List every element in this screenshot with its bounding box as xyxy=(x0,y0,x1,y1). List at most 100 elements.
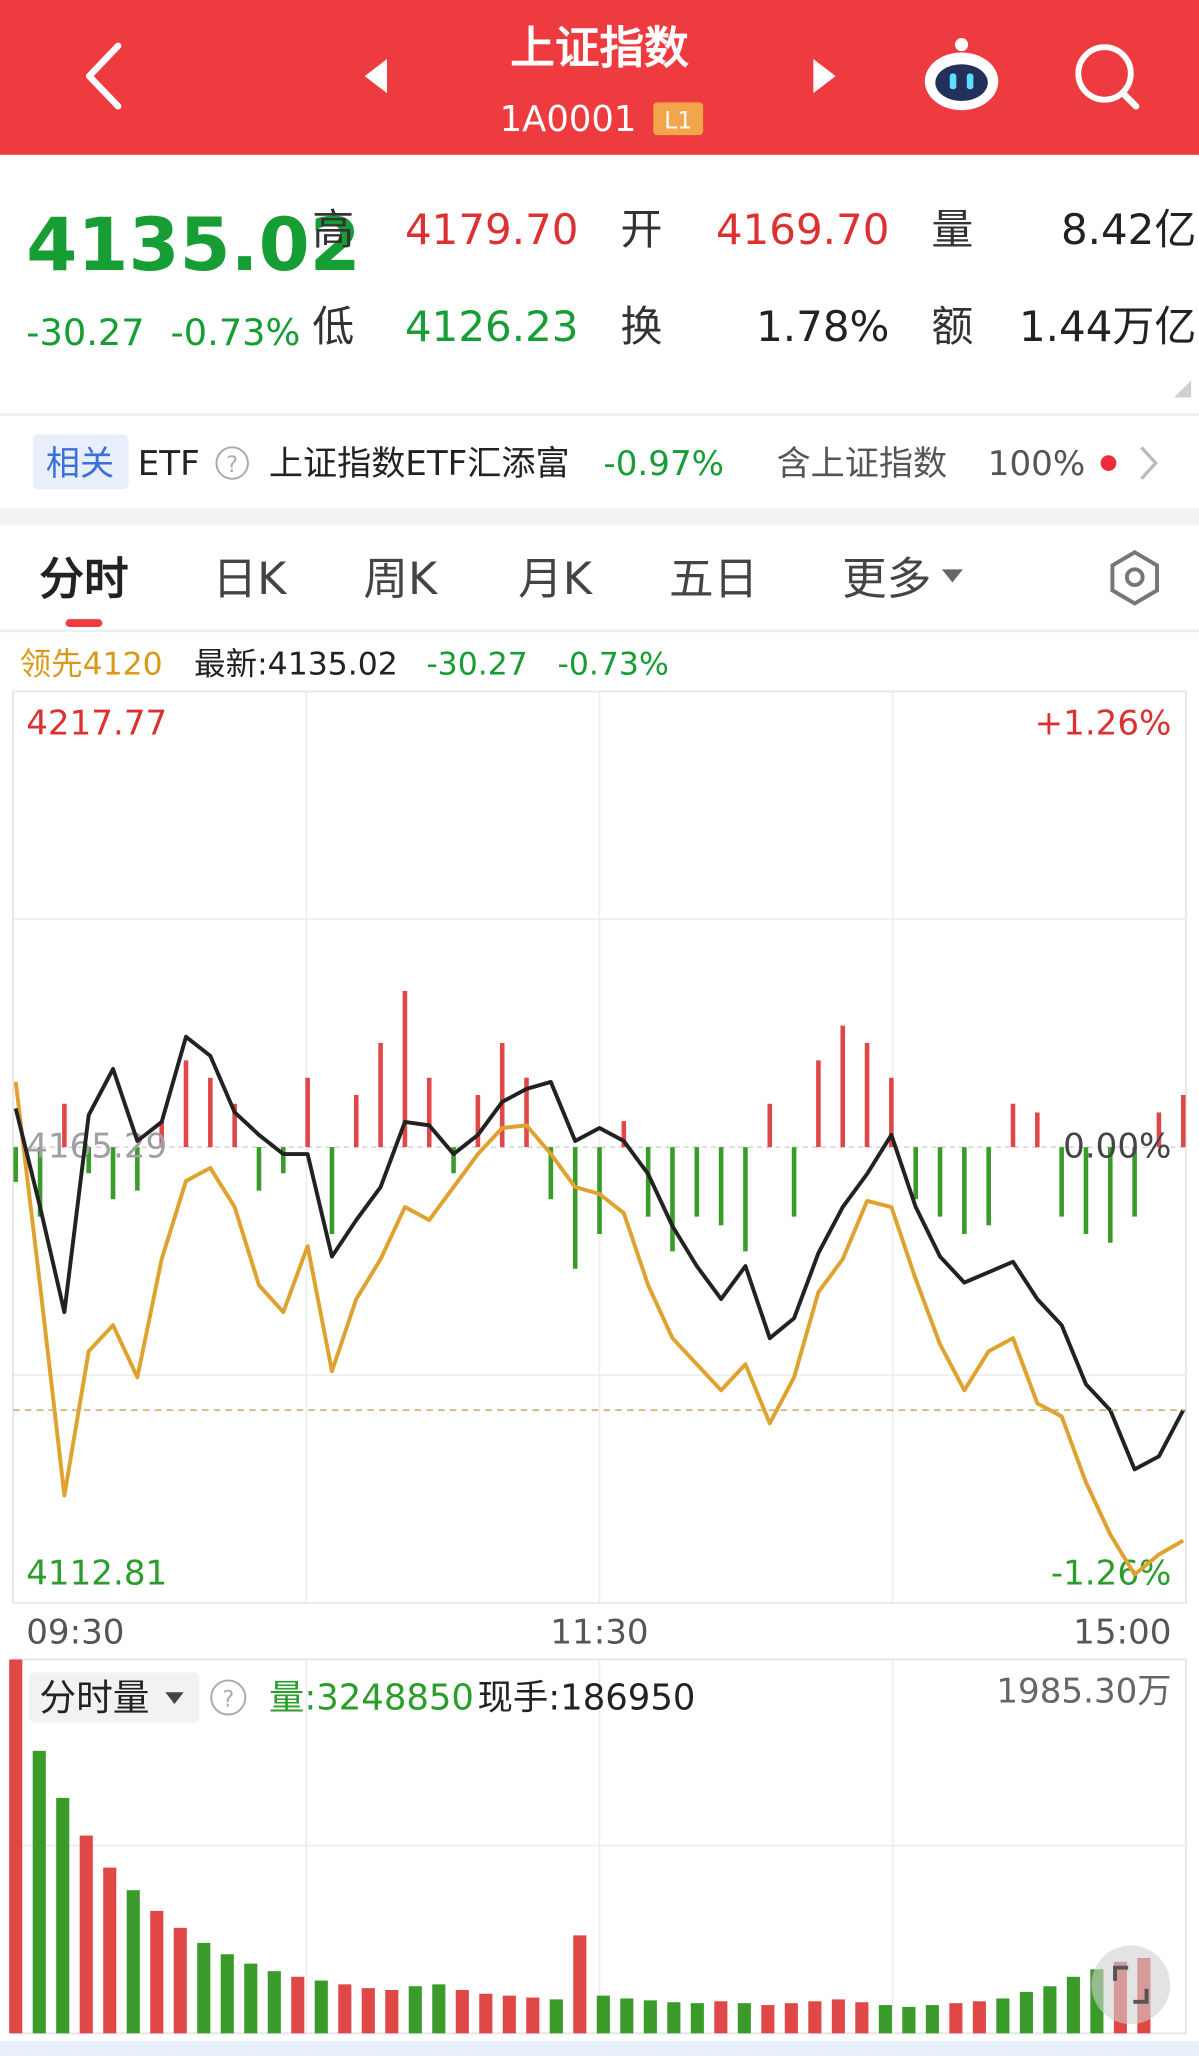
volume-bar xyxy=(502,1995,516,2034)
etf-weight: 100% xyxy=(988,444,1085,484)
back-button[interactable] xyxy=(85,42,122,110)
chevron xyxy=(1140,446,1158,480)
header-code: 1A0001 xyxy=(500,99,637,140)
volume-bar xyxy=(761,2005,775,2034)
volume-bar xyxy=(526,1997,540,2034)
y-tick-label: 4165.29 xyxy=(26,1127,167,1167)
volume-bar xyxy=(385,1989,399,2034)
etf-kind: ETF xyxy=(138,444,200,484)
level-text: L1 xyxy=(664,107,692,135)
stat-label: 低 xyxy=(312,302,354,351)
tab[interactable]: 月K xyxy=(518,553,594,605)
header-bar xyxy=(0,0,1199,155)
last-price: 4135.02 xyxy=(26,203,361,288)
volume-bar xyxy=(996,1998,1010,2034)
level-badge xyxy=(653,102,704,136)
settings-icon-center xyxy=(1124,567,1145,588)
tab-underline xyxy=(65,619,103,628)
tab[interactable]: 更多 xyxy=(842,553,931,605)
volume-bar xyxy=(808,2001,822,2034)
y2-tick-label: +1.26% xyxy=(1035,704,1172,744)
stat-label: 额 xyxy=(931,302,973,351)
volume-bar xyxy=(56,1797,70,2034)
help-icon xyxy=(215,446,249,480)
tab[interactable]: 日K xyxy=(213,553,289,605)
latest-value: 最新:4135.02 xyxy=(194,646,398,682)
price-line xyxy=(13,1081,1185,1577)
dropdown-arrow xyxy=(941,569,963,583)
volume-bar xyxy=(784,2003,798,2034)
stat-value: 8.42亿 xyxy=(1061,205,1196,254)
volume-bar xyxy=(737,2003,751,2034)
settings-icon[interactable] xyxy=(1110,549,1159,606)
volume-bar xyxy=(667,2002,681,2034)
y-tick-label: 4112.81 xyxy=(26,1554,167,1594)
stat-label: 开 xyxy=(620,205,662,254)
volume-bar xyxy=(1043,1986,1057,2034)
etf-tag: 相关 xyxy=(46,444,114,484)
lead-value: 领先4120 xyxy=(20,646,163,682)
section-gap xyxy=(0,507,1199,525)
next-button[interactable] xyxy=(813,59,836,94)
header-title: 上证指数 xyxy=(510,22,689,74)
stat-label: 量 xyxy=(931,205,973,254)
volume-bar xyxy=(79,1835,93,2034)
etf-holding: 含上证指数 xyxy=(777,444,947,484)
info-change: -30.27 xyxy=(426,646,527,682)
volume-bar xyxy=(314,1980,328,2034)
tab[interactable]: 周K xyxy=(363,553,439,605)
x-tick-label: 15:00 xyxy=(1073,1613,1171,1653)
volume-bar xyxy=(878,2005,892,2034)
volume-bar xyxy=(103,1867,117,2034)
volume-bar xyxy=(9,1659,23,2034)
etf-name: 上证指数ETF汇添富 xyxy=(269,444,570,484)
volume-bar xyxy=(479,1993,493,2034)
etf-tag-bg xyxy=(32,434,129,490)
volume-bar xyxy=(455,1989,469,2034)
x-tick-label: 11:30 xyxy=(550,1613,648,1653)
y-tick-label: 1985.30万 xyxy=(996,1672,1171,1712)
volume-bar xyxy=(596,1995,610,2034)
volume-bar xyxy=(831,1999,845,2034)
volume-bar xyxy=(714,2001,728,2034)
red-dot xyxy=(1100,455,1117,471)
x-tick-label: 09:30 xyxy=(26,1613,124,1653)
prev-button[interactable] xyxy=(364,59,387,94)
stat-value: 4169.70 xyxy=(716,205,890,254)
fullscreen-button[interactable] xyxy=(1091,1945,1171,2025)
assistant-icon[interactable] xyxy=(924,38,999,111)
stat-label: 高 xyxy=(312,205,354,254)
help-text: ? xyxy=(222,1687,234,1713)
search-icon[interactable] xyxy=(1075,44,1140,110)
volume-bar xyxy=(620,1998,634,2034)
stat-value: 1.78% xyxy=(756,302,889,351)
volume-bar xyxy=(855,2002,869,2034)
etf-row[interactable]: 相关 ETF ? 上证指数ETF汇添富 -0.97% 含上证指数 100% xyxy=(32,434,1158,490)
etf-change: -0.97% xyxy=(603,444,724,484)
volume-bar xyxy=(291,1976,305,2034)
stat-value: 4126.23 xyxy=(405,302,579,351)
volume-bar xyxy=(972,2001,986,2034)
dropdown-arrow xyxy=(165,1692,184,1705)
stat-value: 1.44万亿 xyxy=(1019,302,1196,351)
volume-bar xyxy=(361,1988,375,2034)
stat-value: 4179.70 xyxy=(405,205,579,254)
volume-bar xyxy=(150,1910,164,2034)
volume-bar xyxy=(32,1750,46,2034)
stat-label: 换 xyxy=(620,302,662,351)
volume-bar xyxy=(408,1986,422,2034)
help-text: ? xyxy=(226,452,238,478)
volume-bar xyxy=(1066,1976,1080,2034)
volume-bar xyxy=(902,2006,916,2034)
volume-bar xyxy=(244,1963,258,2034)
volume-bar xyxy=(173,1927,187,2034)
volume-bar xyxy=(690,2003,704,2034)
volume-selector[interactable] xyxy=(28,1672,200,1723)
tab[interactable]: 分时 xyxy=(39,553,128,605)
tab[interactable]: 五日 xyxy=(669,553,758,605)
volume-bar xyxy=(432,1984,446,2034)
info-change-pct: -0.73% xyxy=(558,646,669,682)
price-change-pct: -0.73% xyxy=(171,311,301,354)
volume-bar xyxy=(643,2000,657,2034)
